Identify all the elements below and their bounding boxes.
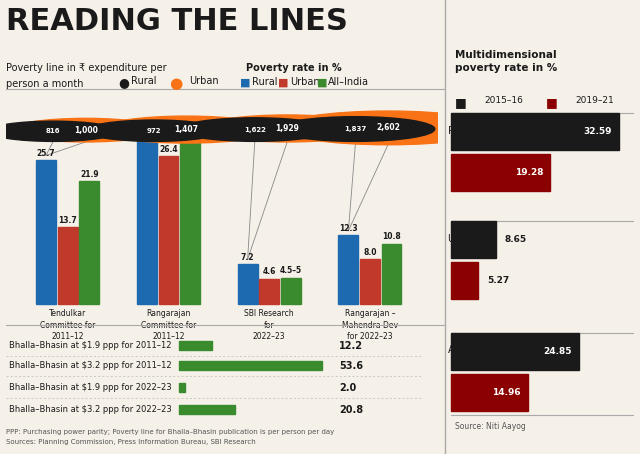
- Text: person a month: person a month: [6, 79, 84, 89]
- Text: Bhalla–Bhasin at $3.2 ppp for 2011–12: Bhalla–Bhasin at $3.2 ppp for 2011–12: [8, 361, 171, 370]
- Bar: [159, 156, 179, 304]
- Text: Urban: Urban: [290, 77, 319, 87]
- Text: 1,929: 1,929: [275, 124, 299, 133]
- Text: 26.4: 26.4: [159, 145, 178, 154]
- Text: 12.2: 12.2: [339, 341, 363, 351]
- Text: Urban: Urban: [447, 233, 477, 243]
- Bar: [179, 383, 184, 392]
- Circle shape: [179, 118, 330, 141]
- Text: 19.28: 19.28: [515, 168, 543, 178]
- Text: 29.5: 29.5: [180, 127, 199, 136]
- Text: 8.65: 8.65: [505, 235, 527, 244]
- Text: 2,602: 2,602: [376, 123, 400, 133]
- Bar: [259, 279, 279, 304]
- Text: 972: 972: [147, 128, 161, 134]
- Bar: [179, 405, 234, 414]
- Text: Urban: Urban: [189, 76, 218, 86]
- Bar: [360, 259, 380, 304]
- Text: 2019–21: 2019–21: [575, 97, 614, 105]
- Bar: [58, 227, 77, 304]
- Circle shape: [0, 121, 118, 141]
- Text: ■: ■: [455, 97, 467, 109]
- Text: Rural: Rural: [131, 76, 157, 86]
- Text: Source: Niti Aayog: Source: Niti Aayog: [455, 422, 525, 431]
- Circle shape: [276, 117, 435, 141]
- Text: Sources: Planning Commission, Press Information Bureau, SBI Research: Sources: Planning Commission, Press Info…: [6, 439, 256, 445]
- Text: 4.5–5: 4.5–5: [280, 266, 302, 276]
- Text: 53.6: 53.6: [339, 361, 363, 371]
- Bar: [237, 264, 257, 304]
- Text: ●: ●: [118, 76, 129, 89]
- Text: Bhalla–Bhasin at $1.9 ppp for 2022–23: Bhalla–Bhasin at $1.9 ppp for 2022–23: [8, 383, 171, 392]
- Text: 1,407: 1,407: [174, 125, 198, 134]
- Bar: [451, 333, 579, 370]
- Text: 24.85: 24.85: [543, 347, 572, 356]
- Text: All–India: All–India: [447, 345, 488, 355]
- Bar: [179, 361, 322, 370]
- Text: Rural: Rural: [447, 126, 473, 136]
- Text: ■: ■: [278, 77, 289, 87]
- Text: Poverty line in ₹ expenditure per: Poverty line in ₹ expenditure per: [6, 63, 167, 73]
- Text: 13.7: 13.7: [58, 216, 77, 225]
- Text: ■: ■: [546, 97, 558, 109]
- Circle shape: [100, 116, 273, 143]
- Text: 7.2: 7.2: [241, 253, 254, 262]
- Text: 1,000: 1,000: [74, 126, 97, 135]
- Text: Tendulkar
Committee for
2011–12: Tendulkar Committee for 2011–12: [40, 309, 95, 341]
- Text: 1,837: 1,837: [344, 126, 367, 132]
- Text: READING THE LINES: READING THE LINES: [6, 7, 348, 36]
- Text: 12.3: 12.3: [339, 224, 358, 233]
- Text: SBI Research
for
2022–23: SBI Research for 2022–23: [244, 309, 294, 341]
- Text: Bhalla–Bhasin at $3.2 ppp for 2022–23: Bhalla–Bhasin at $3.2 ppp for 2022–23: [8, 405, 172, 414]
- Text: Multidimensional
poverty rate in %: Multidimensional poverty rate in %: [455, 50, 557, 73]
- Text: 10.8: 10.8: [382, 232, 401, 242]
- Bar: [451, 154, 550, 192]
- Text: 21.9: 21.9: [80, 170, 99, 179]
- Circle shape: [280, 111, 496, 145]
- Text: 32.59: 32.59: [583, 127, 612, 136]
- Text: 8.0: 8.0: [364, 248, 377, 257]
- Bar: [281, 278, 301, 304]
- Text: Bhalla–Bhasin at $1.9 ppp for 2011–12: Bhalla–Bhasin at $1.9 ppp for 2011–12: [8, 341, 171, 350]
- Text: ■: ■: [240, 77, 250, 87]
- Circle shape: [86, 120, 223, 141]
- Text: All–India: All–India: [328, 77, 369, 87]
- Bar: [179, 341, 212, 350]
- Text: Rural: Rural: [252, 77, 277, 87]
- Bar: [381, 244, 401, 304]
- Text: 14.96: 14.96: [492, 388, 521, 397]
- Text: 25.7: 25.7: [36, 149, 55, 158]
- Text: Rangarajan
Committee for
2011–12: Rangarajan Committee for 2011–12: [141, 309, 196, 341]
- Bar: [180, 138, 200, 304]
- Text: 816: 816: [46, 128, 60, 134]
- Bar: [137, 131, 157, 304]
- Text: Poverty rate in %: Poverty rate in %: [246, 63, 342, 73]
- Text: Rangarajan –
Mahendra Dev
for 2022–23: Rangarajan – Mahendra Dev for 2022–23: [342, 309, 398, 341]
- Bar: [79, 181, 99, 304]
- Circle shape: [10, 118, 161, 142]
- Bar: [451, 113, 619, 150]
- Circle shape: [201, 115, 374, 142]
- Bar: [451, 262, 478, 299]
- Text: 5.27: 5.27: [488, 276, 509, 285]
- Text: 2015–16: 2015–16: [484, 97, 523, 105]
- Text: 30.9: 30.9: [138, 119, 156, 128]
- Text: 1,622: 1,622: [244, 127, 266, 133]
- Text: 4.6: 4.6: [262, 267, 276, 276]
- Bar: [339, 235, 358, 304]
- Text: ■: ■: [317, 77, 327, 87]
- Text: ●: ●: [170, 76, 183, 91]
- Bar: [451, 374, 528, 411]
- Bar: [451, 221, 496, 258]
- Text: PPP: Purchasing power parity; Poverty line for Bhalla–Bhasin publication is per : PPP: Purchasing power parity; Poverty li…: [6, 429, 335, 435]
- Text: 2.0: 2.0: [339, 383, 356, 393]
- Bar: [36, 160, 56, 304]
- Text: 20.8: 20.8: [339, 405, 363, 415]
